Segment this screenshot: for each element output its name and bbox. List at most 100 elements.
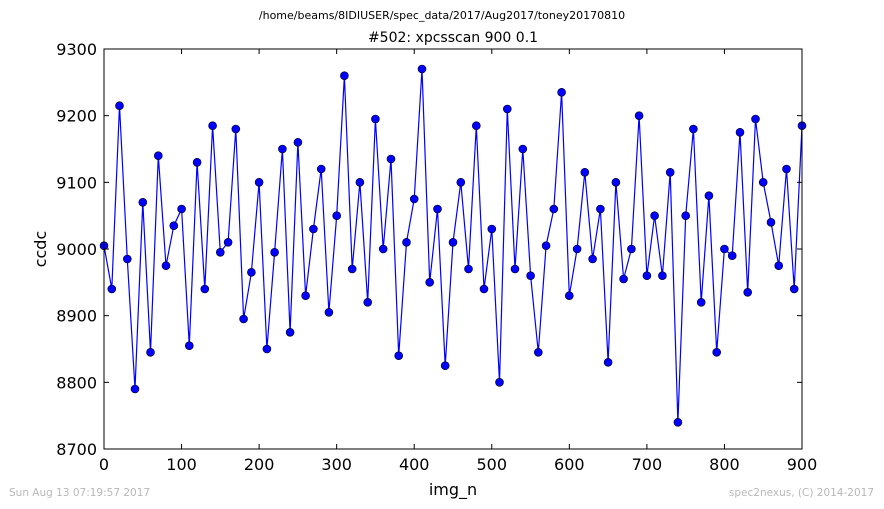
data-point: [541, 241, 551, 250]
data-point: [433, 204, 442, 214]
data-point: [417, 64, 427, 74]
data-point: [278, 144, 287, 154]
data-point: [619, 274, 628, 284]
x-tick-label: 600: [554, 455, 585, 474]
data-point: [766, 218, 776, 227]
x-tick-label: 500: [477, 455, 508, 474]
data-point: [596, 204, 605, 214]
data-point: [743, 287, 753, 297]
data-point: [580, 168, 590, 177]
data-point: [712, 347, 722, 357]
x-tick-label: 300: [321, 455, 352, 474]
data-point: [107, 284, 117, 294]
data-point: [231, 124, 241, 134]
data-point: [316, 164, 326, 174]
data-point: [138, 198, 148, 207]
x-tick-label: 200: [244, 455, 275, 474]
data-point: [502, 104, 512, 114]
data-point: [611, 178, 621, 187]
x-tick-label: 100: [166, 455, 197, 474]
data-point: [774, 261, 784, 271]
series-layer: [99, 64, 807, 427]
data-point: [782, 164, 791, 174]
data-point: [456, 178, 466, 187]
data-point: [696, 297, 706, 307]
data-point: [518, 144, 528, 154]
y-tick-label: 8900: [56, 307, 97, 326]
data-point: [301, 291, 310, 301]
y-tick-label: 9000: [56, 240, 97, 259]
data-point: [665, 168, 675, 177]
data-point: [448, 238, 458, 247]
x-tick-label: 700: [632, 455, 663, 474]
data-point: [177, 204, 186, 214]
data-point: [564, 291, 574, 301]
data-point: [309, 224, 318, 234]
data-point: [332, 211, 342, 220]
file-path-title: /home/beams/8IDIUSER/spec_data/2017/Aug2…: [258, 9, 626, 22]
data-point: [727, 251, 737, 260]
data-point: [185, 341, 194, 351]
data-point: [658, 271, 667, 281]
data-point: [285, 327, 295, 337]
data-point: [673, 417, 683, 427]
data-point: [510, 264, 520, 274]
data-point: [340, 71, 349, 80]
data-point: [146, 347, 155, 357]
data-point: [681, 211, 691, 220]
x-tick-label: 400: [399, 455, 430, 474]
data-point: [293, 138, 303, 147]
data-point: [758, 178, 768, 187]
x-axis-label: img_n: [429, 480, 477, 500]
data-point: [689, 124, 698, 134]
data-point: [200, 284, 210, 294]
data-point: [115, 101, 124, 110]
data-point: [735, 128, 745, 137]
data-point: [254, 178, 264, 187]
data-point: [371, 114, 380, 124]
data-point: [363, 297, 373, 307]
data-point: [378, 244, 388, 254]
data-point: [704, 191, 714, 200]
footer-timestamp: Sun Aug 13 07:19:57 2017: [9, 487, 151, 499]
data-point: [347, 264, 357, 274]
data-point: [161, 261, 171, 271]
data-point: [208, 121, 217, 130]
ticks-layer: 0 100 200 300 400 500 600 700 800 900 8700 8800 8900…: [31, 40, 817, 500]
data-point: [324, 307, 334, 317]
data-point: [402, 238, 411, 247]
data-point: [123, 254, 132, 264]
data-point: [262, 344, 272, 354]
data-point: [479, 284, 489, 294]
data-point: [247, 267, 256, 277]
data-point: [789, 284, 799, 294]
data-point: [533, 347, 543, 357]
data-point: [386, 154, 396, 164]
data-point: [394, 351, 404, 361]
data-point: [572, 244, 582, 254]
data-point: [588, 254, 597, 264]
y-tick-label: 9100: [56, 173, 97, 192]
data-point: [627, 244, 636, 254]
data-point: [650, 211, 659, 220]
data-point: [549, 204, 559, 214]
x-tick-label: 0: [99, 455, 109, 474]
data-point: [409, 194, 419, 204]
data-point: [192, 158, 202, 167]
data-point: [603, 357, 613, 367]
footer-credit: spec2nexus, (C) 2014-2017: [728, 487, 874, 499]
data-point: [487, 224, 497, 234]
y-tick-label: 8800: [56, 373, 97, 392]
data-point: [425, 277, 435, 287]
plot-title: #502: xpcsscan 900 0.1: [367, 30, 539, 46]
y-axis-label: ccdc: [31, 231, 50, 268]
data-point: [642, 271, 652, 281]
data-point: [526, 271, 535, 281]
data-point: [720, 244, 729, 254]
data-point: [154, 151, 163, 160]
y-tick-label: 9200: [56, 107, 97, 126]
data-point: [270, 248, 279, 257]
data-point: [751, 114, 760, 124]
data-point: [355, 178, 365, 187]
